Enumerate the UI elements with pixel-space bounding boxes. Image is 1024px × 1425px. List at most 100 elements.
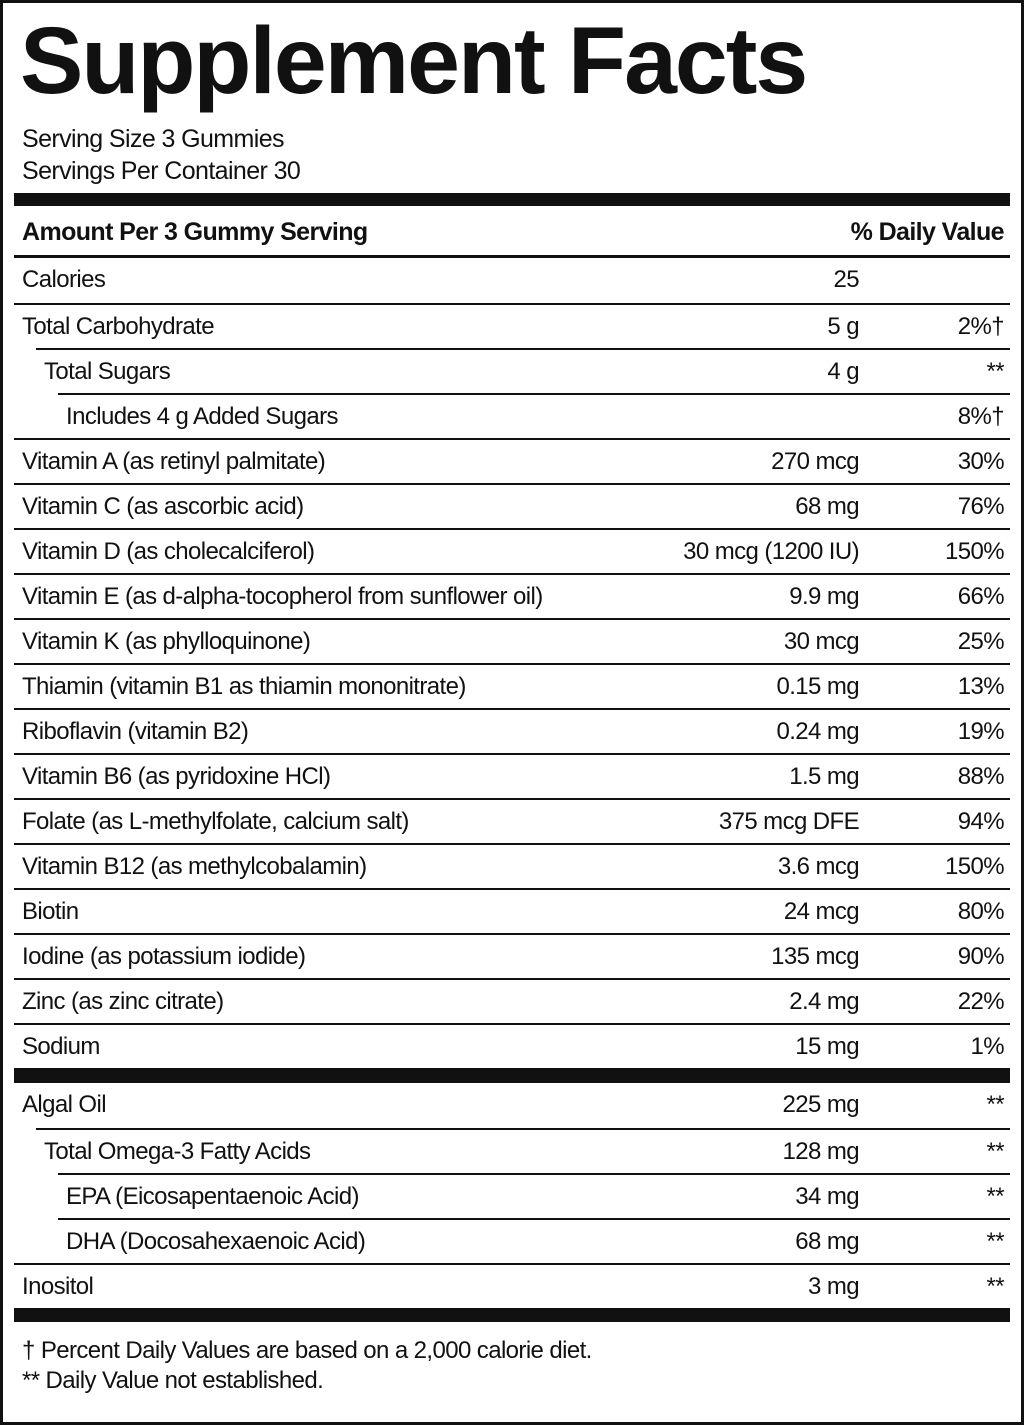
nutrient-amount: 128 mg: [782, 1138, 860, 1165]
nutrient-name: Vitamin B12 (as methylcobalamin): [22, 853, 367, 880]
dv-header: % Daily Value: [850, 218, 1005, 246]
nutrient-dv: **: [986, 1228, 1005, 1255]
nutrient-row: EPA (Eicosapentaenoic Acid) 34 mg **: [58, 1173, 1010, 1218]
serving-size: Serving Size 3 Gummies: [22, 125, 285, 153]
nutrient-name: Vitamin K (as phylloquinone): [22, 628, 311, 655]
nutrient-name: Vitamin B6 (as pyridoxine HCl): [22, 763, 331, 790]
nutrient-dv: 13%: [957, 673, 1005, 700]
nutrient-amount: 3 mg: [808, 1273, 860, 1300]
nutrient-dv: 22%: [957, 988, 1005, 1015]
divider: [14, 1308, 1010, 1322]
footnote: † Percent Daily Values are based on a 2,…: [22, 1337, 592, 1364]
amount-header: Amount Per 3 Gummy Serving: [22, 218, 368, 246]
nutrient-name: Vitamin D (as cholecalciferol): [22, 538, 315, 565]
nutrient-name: Vitamin E (as d-alpha-tocopherol from su…: [22, 583, 543, 610]
nutrient-amount: 68 mg: [795, 493, 859, 520]
nutrient-name: Calories: [22, 266, 106, 293]
nutrient-amount: 2.4 mg: [789, 988, 859, 1015]
nutrient-row: Total Sugars 4 g **: [36, 348, 1010, 393]
nutrient-row: Vitamin A (as retinyl palmitate) 270 mcg 3…: [14, 438, 1010, 483]
title: Supplement Facts: [20, 8, 808, 114]
nutrient-amount: 30 mcg (1200 IU): [683, 538, 859, 565]
nutrient-row: Vitamin K (as phylloquinone) 30 mcg 25%: [14, 618, 1010, 663]
nutrient-row: Vitamin E (as d-alpha-tocopherol from su…: [14, 573, 1010, 618]
nutrient-name: Vitamin A (as retinyl palmitate): [22, 448, 326, 475]
nutrient-amount: 3.6 mcg: [777, 853, 860, 880]
servings-per-container: Servings Per Container 30: [22, 157, 301, 185]
nutrient-row: Vitamin D (as cholecalciferol) 30 mcg (12…: [14, 528, 1010, 573]
nutrient-amount: 0.15 mg: [776, 673, 859, 700]
divider: [14, 193, 1010, 206]
nutrient-amount: 0.24 mg: [776, 718, 859, 745]
nutrient-row: Vitamin B6 (as pyridoxine HCl) 1.5 mg 88%: [14, 753, 1010, 798]
nutrient-dv: 8%†: [957, 403, 1005, 430]
nutrient-amount: 24 mcg: [783, 898, 860, 925]
nutrient-name: Algal Oil: [22, 1091, 107, 1118]
nutrient-amount: 5 g: [827, 313, 859, 340]
nutrient-name: Total Omega-3 Fatty Acids: [44, 1138, 311, 1165]
nutrient-amount: 25: [833, 266, 860, 293]
nutrient-amount: 225 mg: [782, 1091, 860, 1118]
nutrient-name: Sodium: [22, 1033, 100, 1060]
nutrient-row: Vitamin B12 (as methylcobalamin) 3.6 mcg 1…: [14, 843, 1010, 888]
nutrient-row: Iodine (as potassium iodide) 135 mcg 90%: [14, 933, 1010, 978]
footnotes: † Percent Daily Values are based on a 2,…: [14, 1336, 1010, 1396]
nutrient-name: Includes 4 g Added Sugars: [66, 403, 338, 430]
nutrient-dv: 150%: [945, 538, 1005, 565]
nutrient-row: Biotin 24 mcg 80%: [14, 888, 1010, 933]
nutrient-row: Vitamin C (as ascorbic acid) 68 mg 76%: [14, 483, 1010, 528]
nutrient-dv: **: [986, 358, 1005, 385]
nutrient-amount: 30 mcg: [783, 628, 860, 655]
nutrient-amount: 1.5 mg: [789, 763, 859, 790]
nutrient-dv: **: [986, 1091, 1005, 1118]
nutrient-dv: **: [986, 1273, 1005, 1300]
nutrient-name: Inositol: [22, 1273, 94, 1300]
nutrient-dv: 30%: [957, 448, 1005, 475]
nutrient-amount: 135 mcg: [771, 943, 859, 970]
nutrient-dv: 25%: [957, 628, 1005, 655]
nutrient-row: DHA (Docosahexaenoic Acid) 68 mg **: [58, 1218, 1010, 1263]
nutrient-row: Thiamin (vitamin B1 as thiamin mononitra…: [14, 663, 1010, 708]
nutrient-list: Calories 25 Total Carbohydrate 5 g 2%† Total …: [14, 258, 1010, 1068]
divider: [14, 1068, 1010, 1083]
nutrient-row: Folate (as L-methylfolate, calcium salt)…: [14, 798, 1010, 843]
nutrient-row: Total Omega-3 Fatty Acids 128 mg **: [36, 1128, 1010, 1173]
nutrient-amount: 68 mg: [795, 1228, 859, 1255]
footnote: ** Daily Value not established.: [22, 1367, 324, 1394]
nutrient-row: Algal Oil 225 mg **: [14, 1083, 1010, 1128]
nutrient-dv: 66%: [957, 583, 1005, 610]
nutrient-name: DHA (Docosahexaenoic Acid): [66, 1228, 366, 1255]
nutrient-row: Calories 25: [14, 258, 1010, 303]
nutrient-row: Sodium 15 mg 1%: [14, 1023, 1010, 1068]
nutrient-name: Total Sugars: [44, 358, 171, 385]
nutrient-name: Biotin: [22, 898, 79, 925]
nutrient-row: Includes 4 g Added Sugars 8%†: [58, 393, 1010, 438]
nutrient-dv: 2%†: [957, 313, 1005, 340]
nutrient-dv: 1%: [970, 1033, 1005, 1060]
nutrient-dv: 150%: [945, 853, 1005, 880]
nutrient-dv: **: [986, 1183, 1005, 1210]
nutrient-amount: 34 mg: [795, 1183, 859, 1210]
nutrient-name: Zinc (as zinc citrate): [22, 988, 224, 1015]
nutrient-dv: 76%: [957, 493, 1005, 520]
nutrient-dv: 88%: [957, 763, 1005, 790]
nutrient-name: Thiamin (vitamin B1 as thiamin mononitra…: [22, 673, 466, 700]
nutrient-name: Riboflavin (vitamin B2): [22, 718, 249, 745]
nutrient-name: Iodine (as potassium iodide): [22, 943, 306, 970]
other-list: Algal Oil 225 mg ** Total Omega-3 Fatty Aci…: [14, 1083, 1010, 1308]
nutrient-name: Vitamin C (as ascorbic acid): [22, 493, 304, 520]
nutrient-amount: 9.9 mg: [789, 583, 859, 610]
nutrient-amount: 375 mcg DFE: [718, 808, 860, 835]
nutrient-row: Riboflavin (vitamin B2) 0.24 mg 19%: [14, 708, 1010, 753]
nutrient-dv: **: [986, 1138, 1005, 1165]
header-row: Amount Per 3 Gummy Serving % Daily Value: [14, 206, 1010, 258]
nutrient-dv: 90%: [957, 943, 1005, 970]
nutrient-dv: 19%: [957, 718, 1005, 745]
nutrient-row: Zinc (as zinc citrate) 2.4 mg 22%: [14, 978, 1010, 1023]
nutrient-dv: 80%: [957, 898, 1005, 925]
nutrient-dv: 94%: [957, 808, 1005, 835]
nutrient-row: Total Carbohydrate 5 g 2%†: [14, 303, 1010, 348]
nutrient-amount: 15 mg: [795, 1033, 859, 1060]
nutrient-name: Total Carbohydrate: [22, 313, 215, 340]
nutrient-amount: 270 mcg: [771, 448, 859, 475]
